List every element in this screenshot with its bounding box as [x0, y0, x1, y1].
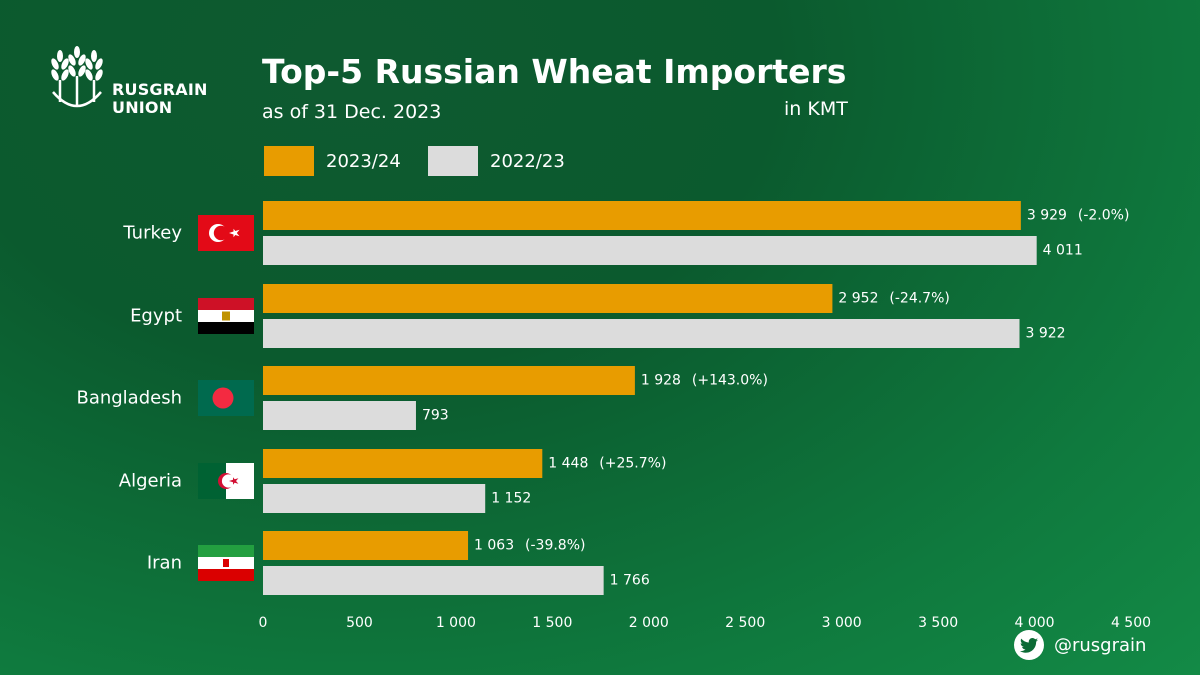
turkey-flag-icon	[198, 215, 254, 251]
twitter-icon[interactable]	[1014, 630, 1044, 660]
category-label-algeria: Algeria	[119, 471, 182, 492]
iran-flag-icon	[198, 545, 254, 581]
bar-egypt-2022-23	[263, 319, 1020, 348]
bar-bangladesh-2022-23	[263, 401, 416, 430]
value-label-egypt-2023-24: 2 952	[838, 291, 878, 307]
category-label-iran: Iran	[147, 553, 182, 574]
x-tick-label-2500: 2 500	[725, 615, 765, 631]
value-label-iran-2022-23: 1 766	[610, 573, 650, 589]
value-label-bangladesh-2022-23: 793	[422, 408, 449, 424]
bar-egypt-2023-24	[263, 284, 833, 313]
x-tick-label-1000: 1 000	[436, 615, 476, 631]
x-tick-label-1500: 1 500	[532, 615, 572, 631]
value-label-algeria-2023-24: 1 448	[548, 456, 588, 472]
legend-swatch-2023-24	[264, 146, 314, 176]
footer: @rusgrain	[1014, 630, 1146, 660]
legend-item-2022-23: 2022/23	[428, 146, 565, 176]
algeria-flag-icon	[198, 463, 254, 499]
chart-title: Top-5 Russian Wheat Importers	[262, 52, 847, 91]
legend-item-2023-24: 2023/24	[264, 146, 401, 176]
brand-line1: RUSGRAIN	[112, 80, 208, 99]
change-label-egypt: (-24.7%)	[889, 291, 949, 307]
bar-algeria-2023-24	[263, 449, 543, 478]
legend-label-2022-23: 2022/23	[490, 150, 565, 172]
bar-iran-2023-24	[263, 531, 469, 560]
value-label-iran-2023-24: 1 063	[474, 538, 514, 554]
bangladesh-flag-icon	[198, 380, 254, 416]
legend-label-2023-24: 2023/24	[326, 150, 401, 172]
bar-turkey-2022-23	[263, 236, 1037, 265]
bar-iran-2022-23	[263, 566, 604, 595]
change-label-turkey: (-2.0%)	[1078, 208, 1130, 224]
wheat-logo-icon	[51, 46, 103, 108]
brand-line2: UNION	[112, 98, 173, 117]
x-tick-label-500: 500	[346, 615, 373, 631]
legend-swatch-2022-23	[428, 146, 478, 176]
value-label-bangladesh-2023-24: 1 928	[641, 373, 681, 389]
x-tick-label-0: 0	[259, 615, 268, 631]
value-label-turkey-2022-23: 4 011	[1043, 243, 1083, 259]
twitter-handle[interactable]: @rusgrain	[1054, 634, 1147, 656]
chart-subtitle: as of 31 Dec. 2023	[262, 101, 442, 123]
category-label-bangladesh: Bangladesh	[76, 388, 182, 409]
category-label-turkey: Turkey	[122, 223, 182, 244]
brand-name: RUSGRAIN UNION	[112, 81, 208, 117]
bar-algeria-2022-23	[263, 484, 486, 513]
change-label-iran: (-39.8%)	[525, 538, 585, 554]
value-label-algeria-2022-23: 1 152	[491, 491, 531, 507]
x-tick-label-2000: 2 000	[629, 615, 669, 631]
change-label-bangladesh: (+143.0%)	[692, 373, 768, 389]
value-label-turkey-2023-24: 3 929	[1027, 208, 1067, 224]
egypt-flag-icon	[198, 298, 254, 334]
x-tick-label-3000: 3 000	[822, 615, 862, 631]
category-label-egypt: Egypt	[130, 306, 182, 327]
value-label-egypt-2022-23: 3 922	[1026, 326, 1066, 342]
x-tick-label-3500: 3 500	[918, 615, 958, 631]
x-tick-label-4500: 4 500	[1111, 615, 1151, 631]
bar-turkey-2023-24	[263, 201, 1021, 230]
change-label-algeria: (+25.7%)	[599, 456, 666, 472]
x-tick-label-4000: 4 000	[1015, 615, 1055, 631]
bar-bangladesh-2023-24	[263, 366, 635, 395]
unit-label: in KMT	[784, 98, 848, 120]
